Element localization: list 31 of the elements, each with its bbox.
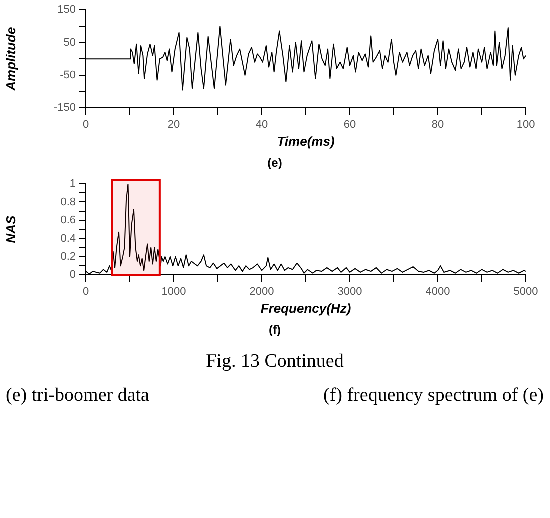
x-tick-label: 100	[516, 118, 536, 131]
text: (f) frequency spectrum of (e)	[324, 385, 544, 407]
x-axis-title: Time(ms)	[277, 134, 335, 149]
text: (e) tri-boomer data	[6, 385, 150, 407]
text: (f)	[268, 322, 282, 339]
x-tick-label: 4000	[426, 286, 450, 298]
x-tick-label: 20	[168, 118, 180, 131]
y-tick-label: -150	[54, 102, 76, 114]
x-tick-label: 5000	[514, 286, 538, 298]
text: (e)	[266, 155, 284, 172]
y-tick-label: 0	[70, 269, 76, 282]
y-axis-title: NAS	[3, 216, 18, 244]
x-tick-label: 80	[432, 118, 444, 131]
y-tick-label: 1	[70, 178, 76, 190]
x-tick-label: 0	[82, 118, 90, 131]
y-tick-label: 0.2	[60, 250, 76, 263]
y-tick-label: 0.4	[60, 232, 76, 245]
x-tick-label: 3000	[338, 286, 362, 298]
caption: Fig. 13 Continued	[205, 351, 345, 373]
y-tick-label: 0.6	[60, 214, 76, 227]
y-tick-label: 0.8	[60, 196, 76, 208]
x-tick-label: 0	[82, 286, 90, 298]
x-tick-label: 2000	[250, 286, 274, 298]
x-axis-title: Frequency(Hz)	[260, 300, 352, 316]
x-tick-label: 1000	[162, 286, 186, 298]
y-axis-title: Amplitude	[3, 27, 18, 92]
y-tick-label: -50	[60, 70, 76, 82]
y-tick-label: 50	[64, 36, 76, 49]
x-tick-label: 60	[344, 118, 356, 131]
y-tick-label: 150	[58, 4, 76, 16]
x-tick-label: 40	[256, 118, 268, 131]
